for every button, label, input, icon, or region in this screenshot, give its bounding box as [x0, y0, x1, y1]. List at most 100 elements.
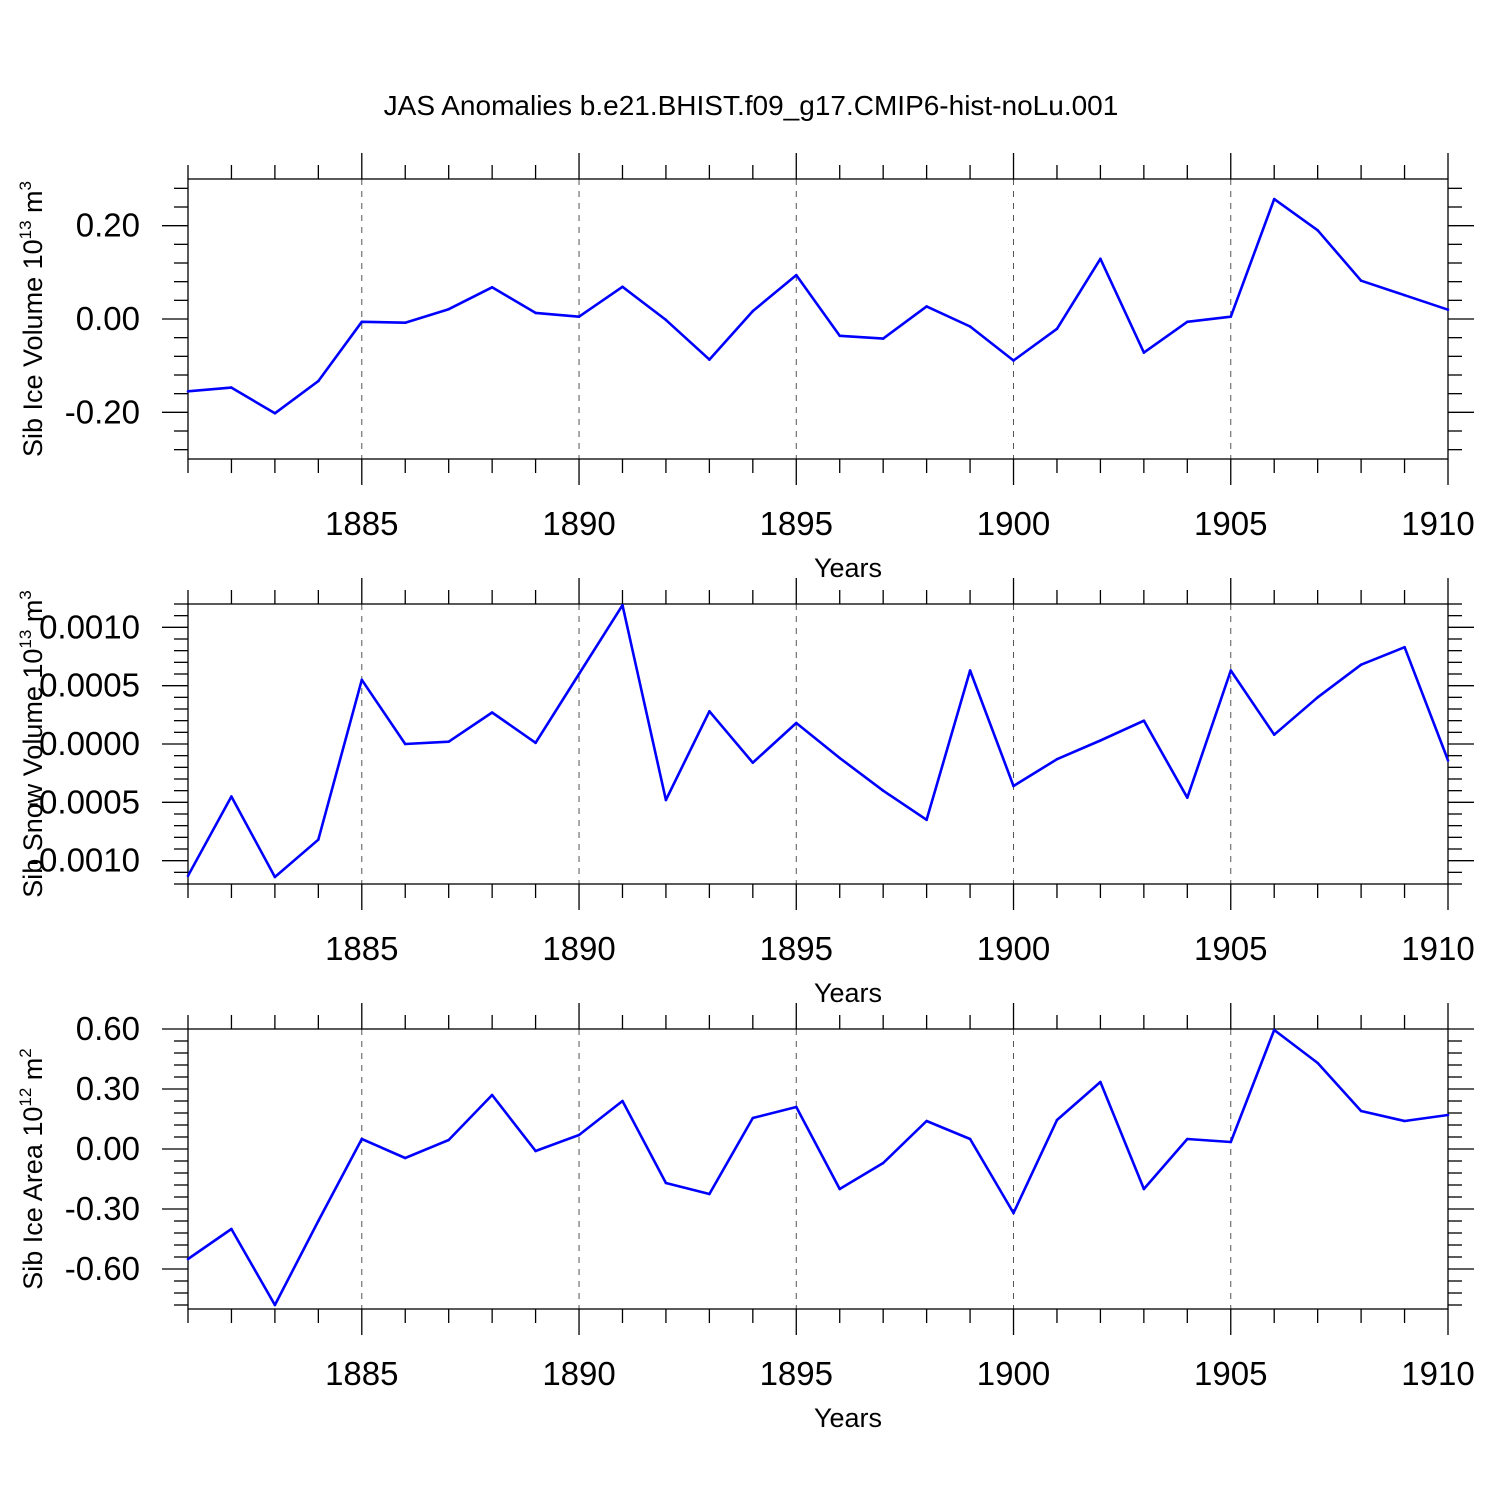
data-point: [1403, 293, 1406, 297]
x-tick-label: 1900: [977, 1355, 1050, 1392]
plot-frame: [187, 1028, 1449, 1310]
data-point: [1316, 229, 1319, 232]
y-tick-label: 0.0005: [39, 667, 140, 704]
data-point: [925, 818, 928, 822]
data-point: [447, 1138, 450, 1142]
y-tick-label: -0.0010: [28, 842, 140, 879]
data-point: [1359, 279, 1363, 283]
data-point: [968, 1137, 972, 1141]
data-point: [1186, 320, 1189, 324]
series-line: [188, 1029, 1448, 1307]
data-point: [881, 337, 885, 340]
series-line: [188, 604, 1448, 879]
x-tick-label: 1890: [542, 1355, 615, 1392]
data-point: [968, 669, 972, 672]
y-axis-label: Sib Snow Volume 1013 m3: [16, 590, 48, 898]
data-point: [708, 358, 711, 361]
data-point: [403, 1156, 407, 1160]
data-point: [577, 1133, 581, 1137]
data-point: [1186, 1137, 1189, 1141]
y-axis-label-unit: m: [18, 1058, 48, 1088]
data-point: [925, 305, 928, 308]
data-point: [1099, 739, 1102, 742]
data-point: [447, 307, 450, 311]
data-point: [664, 798, 668, 802]
chart-title: JAS Anomalies b.e21.BHIST.f09_g17.CMIP6-…: [384, 90, 1119, 121]
data-point: [794, 273, 798, 277]
x-axis-label: Years: [814, 553, 882, 583]
data-point: [1012, 1211, 1015, 1215]
data-point: [490, 1093, 494, 1097]
data-point: [230, 795, 233, 798]
x-tick-label: 1895: [760, 1355, 833, 1392]
data-point: [1229, 1140, 1233, 1144]
y-axis-label-unit-exponent: 2: [16, 1048, 35, 1057]
panel-1: -0.20 0.00 0.20 1885 1890 1895 1900 1905 1910 Yea…: [16, 153, 1475, 583]
y-tick-label: 0.00: [76, 1130, 140, 1167]
y-axis-label-unit: m: [18, 190, 48, 220]
data-point: [664, 1181, 668, 1185]
data-point: [1186, 796, 1189, 799]
data-point: [577, 315, 581, 318]
x-tick-label: 1905: [1194, 1355, 1267, 1392]
y-axis-label-text: Sib Snow Volume 10: [18, 649, 48, 898]
data-point: [403, 742, 407, 746]
data-point: [360, 320, 364, 324]
data-point: [186, 1257, 190, 1261]
data-point: [273, 875, 277, 879]
data-point: [751, 1116, 755, 1120]
plot-frame: [187, 603, 1449, 885]
data-point: [186, 390, 190, 393]
data-point: [534, 1149, 537, 1153]
y-axis-label-exponent: 13: [16, 220, 35, 239]
data-point: [1403, 1119, 1406, 1123]
data-point: [1229, 315, 1233, 318]
data-point: [1229, 669, 1233, 672]
y-tick-label: 0.00: [76, 300, 140, 337]
x-tick-label: 1895: [760, 930, 833, 967]
data-point: [664, 318, 668, 322]
x-tick-label: 1900: [977, 505, 1050, 542]
data-point: [1316, 696, 1319, 699]
data-point: [273, 411, 277, 415]
y-axis-label-text: Sib Ice Volume 10: [18, 239, 48, 457]
data-point: [1055, 327, 1059, 331]
data-point: [708, 1192, 711, 1196]
x-tick-label: 1910: [1401, 930, 1474, 967]
data-point: [230, 386, 233, 389]
x-tick-label: 1905: [1194, 505, 1267, 542]
data-point: [317, 838, 320, 841]
x-tick-label: 1885: [325, 1355, 398, 1392]
y-tick-label: 0.0010: [39, 608, 140, 645]
data-point: [838, 1187, 842, 1191]
data-point: [708, 710, 711, 713]
data-point: [1359, 663, 1363, 666]
data-point: [360, 1137, 364, 1141]
data-point: [317, 379, 320, 383]
data-point: [360, 678, 364, 682]
y-axis-label-unit: m: [18, 600, 48, 630]
y-tick-label: -0.30: [65, 1190, 140, 1227]
x-tick-label: 1910: [1401, 505, 1474, 542]
y-axis-label-unit-exponent: 3: [16, 590, 35, 599]
data-point: [1316, 1061, 1319, 1065]
data-point: [925, 1119, 928, 1123]
series-line: [188, 197, 1448, 415]
y-tick-label: -0.20: [65, 393, 140, 430]
data-point: [1446, 759, 1450, 762]
data-point: [751, 309, 755, 313]
data-point: [838, 334, 842, 338]
data-point: [1272, 197, 1276, 201]
data-point: [447, 740, 450, 743]
y-tick-label: 0.60: [76, 1010, 140, 1047]
y-tick-label: -0.0005: [28, 783, 140, 820]
x-tick-label: 1910: [1401, 1355, 1474, 1392]
data-point: [1099, 257, 1102, 261]
data-point: [1012, 784, 1015, 788]
data-point: [403, 321, 407, 325]
y-axis-label-unit-exponent: 3: [16, 181, 35, 190]
data-point: [1055, 1118, 1059, 1122]
data-point: [1446, 308, 1450, 311]
y-axis-label: Sib Ice Volume 1013 m3: [16, 181, 48, 457]
